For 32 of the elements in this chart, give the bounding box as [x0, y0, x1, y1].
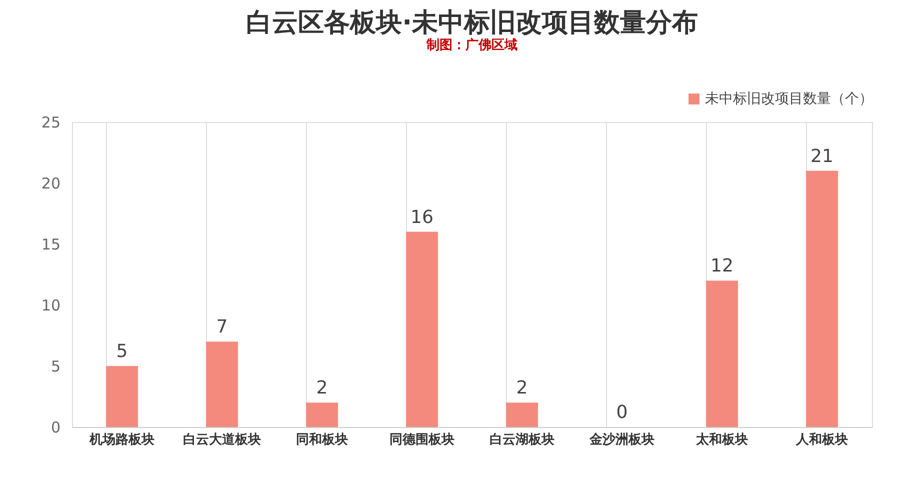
data-label: 21 — [810, 146, 834, 167]
bar — [406, 232, 438, 427]
bar — [806, 170, 838, 427]
data-label: 2 — [516, 378, 528, 399]
data-label: 16 — [410, 206, 434, 228]
x-tick-label: 白云大道板块 — [183, 432, 261, 448]
data-label: 7 — [216, 316, 228, 338]
bar — [306, 402, 338, 427]
x-tick-label: 太和板块 — [695, 432, 748, 448]
bar — [106, 366, 138, 427]
bar — [506, 402, 538, 427]
bar — [206, 342, 238, 427]
chart-subtitle: 制图：广佛区域 — [426, 37, 518, 53]
data-label: 5 — [116, 341, 128, 362]
bar — [706, 280, 738, 427]
y-tick-label: 0 — [50, 418, 60, 436]
x-tick-label: 同和板块 — [296, 432, 348, 448]
y-tick-label: 5 — [50, 358, 60, 376]
y-tick-label: 20 — [41, 174, 60, 192]
data-label: 0 — [616, 402, 628, 423]
legend-label: 未中标旧改项目数量（个） — [705, 91, 873, 107]
x-tick-label: 人和板块 — [795, 432, 848, 448]
y-tick-label: 10 — [41, 296, 60, 314]
x-tick-label: 机场路板块 — [88, 432, 154, 448]
y-tick-label: 25 — [41, 114, 60, 132]
chart-title: 白云区各板块·未中标旧改项目数量分布 — [246, 8, 698, 38]
x-tick-label: 同德围板块 — [390, 432, 454, 448]
x-tick-label: 白云湖板块 — [490, 432, 554, 448]
y-tick-label: 15 — [41, 236, 60, 254]
x-tick-label: 金沙洲板块 — [588, 432, 654, 448]
data-label: 2 — [316, 378, 328, 399]
data-label: 12 — [710, 256, 734, 277]
